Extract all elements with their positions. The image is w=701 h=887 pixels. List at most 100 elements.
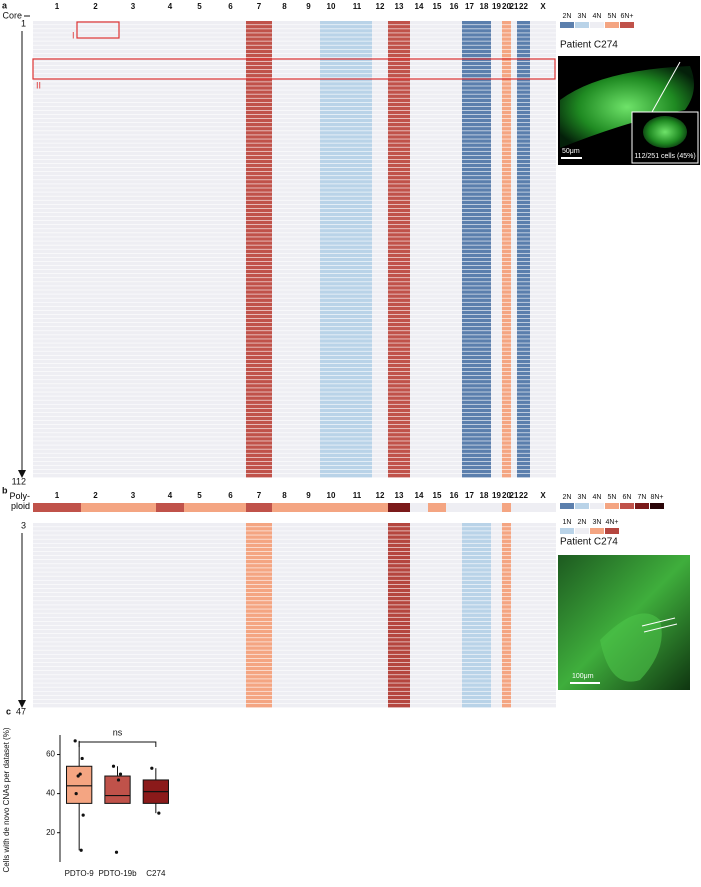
ploidy-cell <box>156 503 184 512</box>
heatmap-cell <box>246 634 272 638</box>
heatmap-cell <box>246 544 272 548</box>
heatmap-cell <box>477 589 491 593</box>
heatmap-cell <box>410 315 428 318</box>
heatmap-cell <box>530 172 556 175</box>
heatmap-cell <box>428 552 446 556</box>
heatmap-cell <box>184 458 215 461</box>
heatmap-cell <box>462 396 477 399</box>
heatmap-cell <box>156 552 184 556</box>
heatmap-cell <box>81 372 110 375</box>
heatmap-cell <box>272 143 297 146</box>
heatmap-cell <box>477 683 491 687</box>
heatmap-cell <box>372 646 388 650</box>
heatmap-cell <box>156 156 184 159</box>
heatmap-cell <box>446 470 462 473</box>
heatmap-cell <box>342 572 372 576</box>
heatmap-cell <box>297 152 320 155</box>
heatmap-cell <box>511 103 517 106</box>
heatmap-cell <box>410 209 428 212</box>
heatmap-cell <box>428 572 446 576</box>
heatmap-cell <box>410 41 428 44</box>
heatmap-cell <box>388 160 410 163</box>
heatmap-cell <box>320 327 342 330</box>
heatmap-cell <box>184 217 215 220</box>
chromosome-label: 8 <box>282 491 287 500</box>
heatmap-cell <box>372 417 388 420</box>
heatmap-cell <box>297 687 320 691</box>
heatmap-cell <box>517 217 530 220</box>
heatmap-cell <box>502 33 511 36</box>
heatmap-cell <box>184 655 215 659</box>
heatmap-cell <box>428 441 446 444</box>
heatmap-cell <box>184 445 215 448</box>
heatmap-cell <box>81 609 110 613</box>
heatmap-cell <box>297 303 320 306</box>
heatmap-cell <box>110 250 156 253</box>
heatmap-cell <box>156 576 184 580</box>
heatmap-cell <box>110 111 156 114</box>
heatmap-cell <box>81 630 110 634</box>
heatmap-cell <box>388 294 410 297</box>
heatmap-cell <box>517 94 530 97</box>
heatmap-cell <box>297 556 320 560</box>
heatmap-cell <box>110 392 156 395</box>
heatmap-cell <box>110 115 156 118</box>
heatmap-cell <box>156 143 184 146</box>
heatmap-cell <box>33 659 81 663</box>
heatmap-cell <box>502 66 511 69</box>
heatmap-cell <box>110 143 156 146</box>
heatmap-cell <box>388 245 410 248</box>
heatmap-cell <box>410 630 428 634</box>
heatmap-cell <box>156 172 184 175</box>
heatmap-cell <box>491 172 502 175</box>
heatmap-cell <box>33 205 81 208</box>
heatmap-cell <box>215 539 246 543</box>
heatmap-cell <box>156 229 184 232</box>
heatmap-cell <box>388 659 410 663</box>
heatmap-cell <box>156 527 184 531</box>
heatmap-cell <box>428 209 446 212</box>
heatmap-cell <box>33 241 81 244</box>
heatmap-cell <box>320 704 342 708</box>
chromosome-label: 1 <box>55 491 60 500</box>
heatmap-cell <box>297 290 320 293</box>
heatmap-cell <box>272 368 297 371</box>
heatmap-cell <box>388 552 410 556</box>
heatmap-cell <box>511 54 517 57</box>
heatmap-cell <box>246 262 272 265</box>
heatmap-cell <box>517 323 530 326</box>
heatmap-cell <box>81 421 110 424</box>
heatmap-cell <box>272 311 297 314</box>
heatmap-cell <box>372 683 388 687</box>
heatmap-cell <box>33 593 81 597</box>
heatmap-cell <box>33 425 81 428</box>
heatmap-cell <box>184 331 215 334</box>
heatmap-cell <box>156 127 184 130</box>
heatmap-cell <box>342 449 372 452</box>
heatmap-cell <box>272 618 297 622</box>
heatmap-cell <box>33 679 81 683</box>
heatmap-cell <box>156 282 184 285</box>
heatmap-cell <box>342 119 372 122</box>
chromosome-label: 18 <box>480 491 489 500</box>
heatmap-cell <box>215 99 246 102</box>
heatmap-cell <box>502 449 511 452</box>
y-axis-label: Cells with de novo CNAs per dataset (%) <box>2 727 11 872</box>
heatmap-cell <box>110 201 156 204</box>
heatmap-cell <box>372 54 388 57</box>
heatmap-cell <box>511 213 517 216</box>
heatmap-cell <box>491 630 502 634</box>
heatmap-cell <box>110 327 156 330</box>
heatmap-cell <box>511 131 517 134</box>
heatmap-cell <box>156 254 184 257</box>
heatmap-cell <box>156 618 184 622</box>
heatmap-cell <box>491 196 502 199</box>
heatmap-cell <box>517 107 530 110</box>
heatmap-cell <box>428 213 446 216</box>
heatmap-cell <box>246 696 272 700</box>
heatmap-cell <box>517 589 530 593</box>
heatmap-cell <box>184 572 215 576</box>
heatmap-cell <box>342 298 372 301</box>
heatmap-cell <box>33 535 81 539</box>
heatmap-cell <box>491 143 502 146</box>
